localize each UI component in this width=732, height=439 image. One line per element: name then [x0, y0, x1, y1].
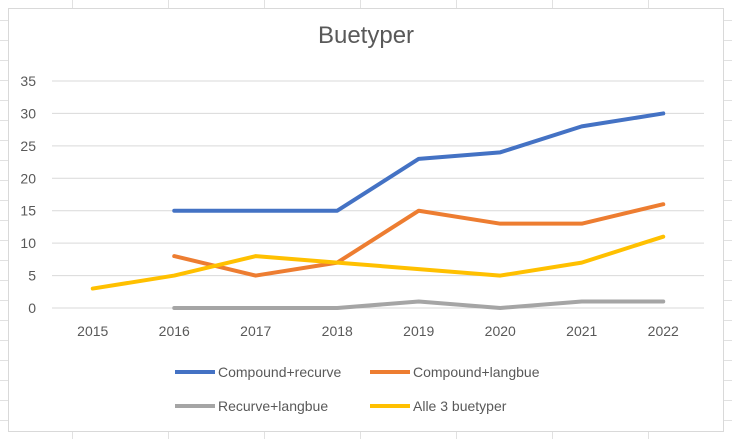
gridlines — [52, 80, 704, 309]
y-tick-label: 10 — [20, 235, 36, 251]
y-tick-label: 0 — [28, 300, 36, 316]
x-tick-label: 2021 — [566, 323, 597, 339]
legend: Compound+recurve Compound+langbue Recurve+… — [175, 364, 540, 414]
x-axis-ticks: 2015 2016 2017 2018 2019 2020 2021 2022 — [77, 323, 679, 339]
y-tick-label: 30 — [20, 105, 36, 121]
y-tick-label: 25 — [20, 138, 36, 154]
y-tick-label: 35 — [20, 73, 36, 89]
chart-title: Buetyper — [317, 22, 415, 49]
x-tick-label: 2019 — [403, 323, 434, 339]
x-tick-label: 2016 — [159, 323, 190, 339]
x-tick-label: 2017 — [240, 323, 271, 339]
series-lines — [90, 111, 666, 310]
legend-label: Recurve+langbue — [218, 398, 328, 414]
legend-label: Compound+langbue — [413, 364, 540, 380]
y-tick-label: 15 — [20, 203, 36, 219]
y-axis-ticks: 0 5 10 15 20 25 30 35 — [20, 73, 36, 316]
x-tick-label: 2018 — [322, 323, 353, 339]
legend-label: Alle 3 buetyper — [413, 398, 507, 414]
series-line-0 — [172, 111, 666, 213]
y-tick-label: 5 — [28, 268, 36, 284]
x-tick-label: 2015 — [77, 323, 108, 339]
x-tick-label: 2022 — [648, 323, 679, 339]
x-tick-label: 2020 — [485, 323, 516, 339]
y-tick-label: 20 — [20, 170, 36, 186]
series-line-3 — [90, 234, 666, 291]
series-line-2 — [172, 299, 666, 310]
legend-label: Compound+recurve — [218, 364, 342, 380]
series-line-1 — [172, 202, 666, 278]
